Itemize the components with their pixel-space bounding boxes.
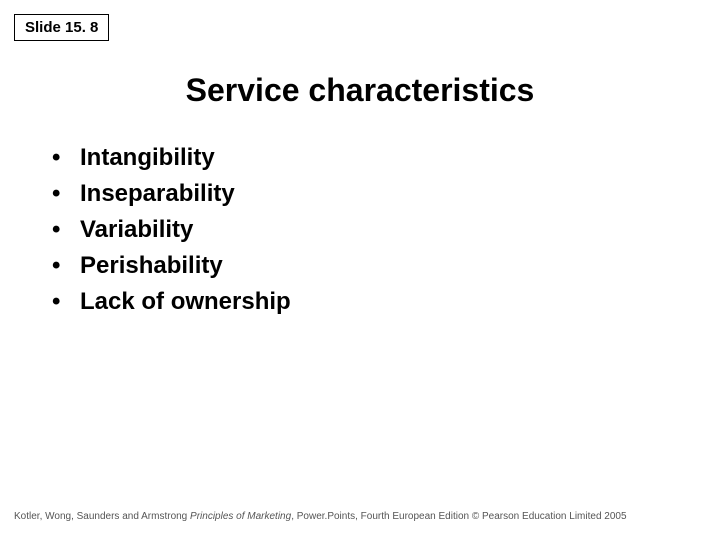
list-item: Lack of ownership [52, 284, 291, 320]
footer-authors: Kotler, Wong, Saunders and Armstrong [14, 511, 190, 522]
list-item: Perishability [52, 248, 291, 284]
bullet-list: Intangibility Inseparability Variability… [52, 140, 291, 320]
slide-number-box: Slide 15. 8 [14, 14, 109, 41]
list-item: Inseparability [52, 176, 291, 212]
slide-number-text: Slide 15. 8 [25, 19, 98, 36]
footer-rest: , Power.Points, Fourth European Edition … [291, 511, 626, 522]
list-item: Variability [52, 212, 291, 248]
list-item: Intangibility [52, 140, 291, 176]
footer-attribution: Kotler, Wong, Saunders and Armstrong Pri… [14, 511, 627, 522]
footer-book-title: Principles of Marketing [190, 511, 291, 522]
slide-title: Service characteristics [0, 72, 720, 109]
